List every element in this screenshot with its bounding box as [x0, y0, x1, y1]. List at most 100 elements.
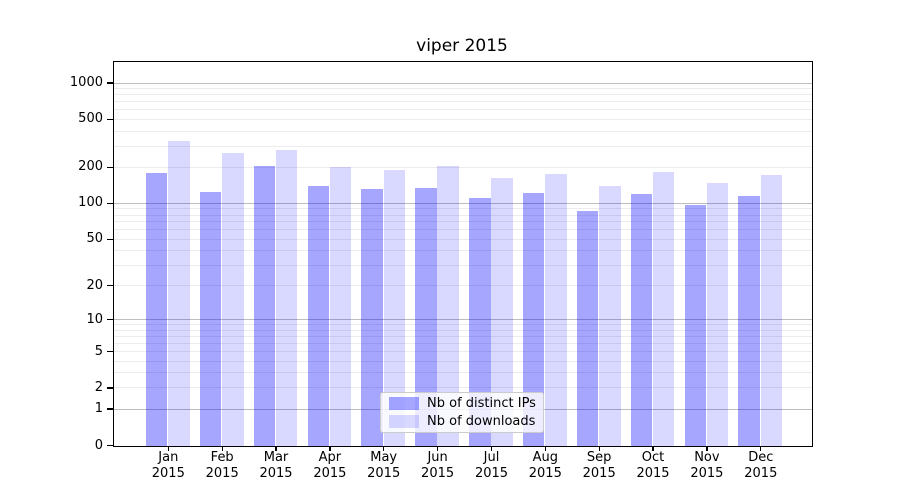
x-tick-label-feb: Feb 2015: [205, 450, 239, 481]
y-tick-label-20: 20: [86, 277, 103, 293]
x-tick-feb: [221, 446, 223, 451]
y-tick-label-50: 50: [86, 231, 103, 247]
y-tick-500: [107, 118, 113, 121]
gridline-minor-5: [114, 351, 812, 352]
gridline-minor-30: [114, 264, 812, 266]
x-tick-oct: [652, 446, 654, 451]
gridline-minor-300: [114, 145, 812, 147]
y-tick-5: [107, 350, 113, 353]
legend-swatch-distinct-ips: [389, 397, 419, 410]
bar-downloads-oct: [652, 172, 675, 446]
gridline-minor-2: [114, 387, 812, 389]
x-tick-label-dec: Dec 2015: [744, 450, 778, 481]
x-tick-aug: [544, 446, 546, 451]
bar-downloads-jan: [168, 141, 190, 446]
x-tick-jul: [490, 446, 493, 451]
x-tick-label-aug: Aug 2015: [528, 450, 562, 481]
y-tick-label-500: 500: [78, 111, 103, 127]
x-tick-label-may: May 2015: [367, 450, 401, 481]
gridline-minor-400: [114, 130, 812, 132]
x-tick-jan: [167, 446, 169, 451]
gridline-minor-40: [114, 250, 812, 252]
gridline-minor-500: [114, 118, 812, 120]
x-tick-label-jun: Jun 2015: [421, 450, 455, 481]
x-tick-label-oct: Oct 2015: [636, 450, 670, 481]
x-tick-dec: [760, 446, 762, 451]
y-tick-label-100: 100: [78, 195, 103, 211]
x-tick-label-mar: Mar 2015: [259, 450, 293, 481]
legend-swatch-downloads: [389, 415, 419, 428]
gridline-minor-60: [114, 229, 812, 231]
bar-downloads-dec: [760, 175, 783, 446]
y-tick-label-2: 2: [94, 379, 103, 395]
gridline-minor-80: [114, 214, 812, 216]
bar-downloads-nov: [706, 183, 729, 446]
y-tick-10: [107, 319, 113, 321]
bar-distinct-ips-nov: [684, 204, 707, 446]
y-tick-1000: [107, 82, 113, 84]
bar-downloads-jul: [491, 177, 513, 446]
y-tick-100: [107, 202, 113, 205]
bar-distinct-ips-aug: [522, 192, 545, 446]
chart-title: viper 2015: [416, 36, 508, 56]
gridline-major-1000: [114, 82, 812, 84]
y-tick-label-0: 0: [94, 437, 103, 453]
gridline-minor-800: [114, 94, 812, 96]
y-tick-label-5: 5: [94, 343, 103, 359]
bar-distinct-ips-apr: [307, 185, 330, 446]
gridline-minor-20: [114, 285, 812, 287]
x-tick-label-nov: Nov 2015: [690, 450, 724, 481]
bar-distinct-ips-jun: [415, 187, 437, 446]
gridline-minor-900: [114, 88, 812, 90]
gridline-major-10: [114, 319, 812, 321]
bar-downloads-may: [383, 169, 406, 446]
x-tick-apr: [329, 446, 331, 451]
gridline-minor-90: [114, 208, 812, 210]
x-tick-nov: [706, 446, 708, 451]
y-tick-50: [107, 238, 113, 240]
x-tick-label-sep: Sep 2015: [582, 450, 616, 481]
bar-distinct-ips-sep: [576, 211, 599, 446]
bar-downloads-jun: [437, 166, 459, 446]
bar-distinct-ips-mar: [253, 166, 276, 446]
bar-distinct-ips-dec: [738, 195, 760, 446]
y-tick-2: [107, 387, 113, 389]
bar-distinct-ips-oct: [630, 194, 653, 446]
y-tick-200: [107, 166, 113, 168]
gridline-minor-200: [114, 166, 812, 168]
gridline-minor-50: [114, 238, 812, 240]
x-tick-jun: [436, 446, 439, 451]
y-tick-label-1000: 1000: [69, 75, 103, 90]
legend-label-distinct-ips: Nb of distinct IPs: [427, 396, 536, 411]
gridline-minor-6: [114, 342, 812, 344]
bar-distinct-ips-jan: [145, 173, 168, 446]
bar-downloads-mar: [275, 150, 298, 446]
gridline-minor-4: [114, 360, 812, 362]
gridline-minor-3: [114, 372, 812, 374]
plot-area: [113, 61, 813, 447]
gridline-minor-700: [114, 101, 812, 103]
bar-distinct-ips-may: [361, 188, 383, 446]
legend-item-downloads: Nb of downloads: [389, 414, 535, 429]
y-tick-0: [107, 444, 113, 447]
y-tick-label-10: 10: [86, 311, 103, 327]
gridline-minor-70: [114, 221, 812, 223]
y-tick-1: [107, 408, 113, 410]
legend: Nb of distinct IPs Nb of downloads: [380, 392, 544, 433]
gridline-minor-8: [114, 329, 812, 331]
x-tick-label-jul: Jul 2015: [474, 450, 509, 481]
gridline-minor-7: [114, 335, 812, 337]
legend-label-downloads: Nb of downloads: [427, 414, 536, 429]
gridline-minor-9: [114, 324, 812, 326]
x-tick-label-apr: Apr 2015: [313, 450, 347, 481]
y-tick-label-1: 1: [94, 401, 103, 417]
bar-distinct-ips-feb: [199, 192, 222, 446]
gridline-minor-600: [114, 109, 812, 111]
bar-downloads-feb: [222, 153, 244, 446]
y-tick-20: [107, 285, 113, 287]
x-tick-sep: [598, 446, 600, 451]
y-tick-label-200: 200: [78, 159, 103, 175]
x-tick-label-jan: Jan 2015: [151, 450, 185, 481]
gridline-major-100: [114, 202, 812, 204]
